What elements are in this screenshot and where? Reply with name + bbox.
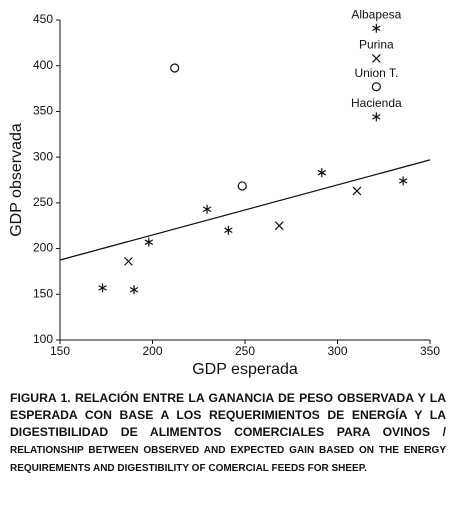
x-tick-label: 350: [420, 344, 440, 358]
point-label: Hacienda: [351, 96, 402, 110]
y-tick-label: 450: [33, 12, 53, 26]
y-tick-label: 400: [33, 58, 53, 72]
y-tick-label: 100: [33, 332, 53, 346]
caption-main: FIGURA 1. RELACIÓN ENTRE LA GANANCIA DE …: [10, 391, 446, 439]
marker: [144, 237, 154, 247]
marker: [274, 221, 284, 231]
x-tick-label: 150: [50, 344, 70, 358]
x-tick-label: 250: [235, 344, 255, 358]
marker: [237, 181, 247, 191]
point-label: Union T.: [354, 66, 398, 80]
y-axis-title: GDP observada: [8, 123, 25, 237]
marker: [202, 204, 212, 214]
marker: [124, 256, 133, 266]
marker: [317, 168, 326, 178]
marker: [170, 63, 180, 73]
trend-line: [59, 159, 431, 261]
marker: [224, 225, 233, 235]
marker: [98, 283, 107, 293]
point-label: Purina: [359, 38, 394, 52]
x-tick-label: 200: [142, 344, 162, 358]
y-tick-label: 200: [33, 241, 53, 255]
marker: [352, 186, 362, 196]
y-tick-label: 250: [33, 195, 53, 209]
marker: [129, 285, 139, 295]
marker: [372, 23, 381, 33]
x-tick-label: 300: [327, 344, 347, 358]
chart: GDP esperada GDP observada 150 200 250 300 3…: [8, 7, 440, 378]
marker: [398, 176, 408, 186]
y-tick-label: 300: [33, 149, 53, 163]
point-label: Albapesa: [351, 7, 401, 21]
caption: FIGURA 1. RELACIÓN ENTRE LA GANANCIA DE …: [10, 390, 446, 477]
caption-english: RELATIONSHIP BETWEEN OBSERVED AND EXPECT…: [10, 445, 446, 474]
marker: [372, 112, 381, 122]
y-tick-label: 150: [33, 286, 53, 300]
y-tick-label: 350: [33, 104, 53, 118]
x-axis-title: GDP esperada: [192, 361, 298, 378]
marker: [371, 82, 381, 92]
marker: [371, 53, 381, 63]
